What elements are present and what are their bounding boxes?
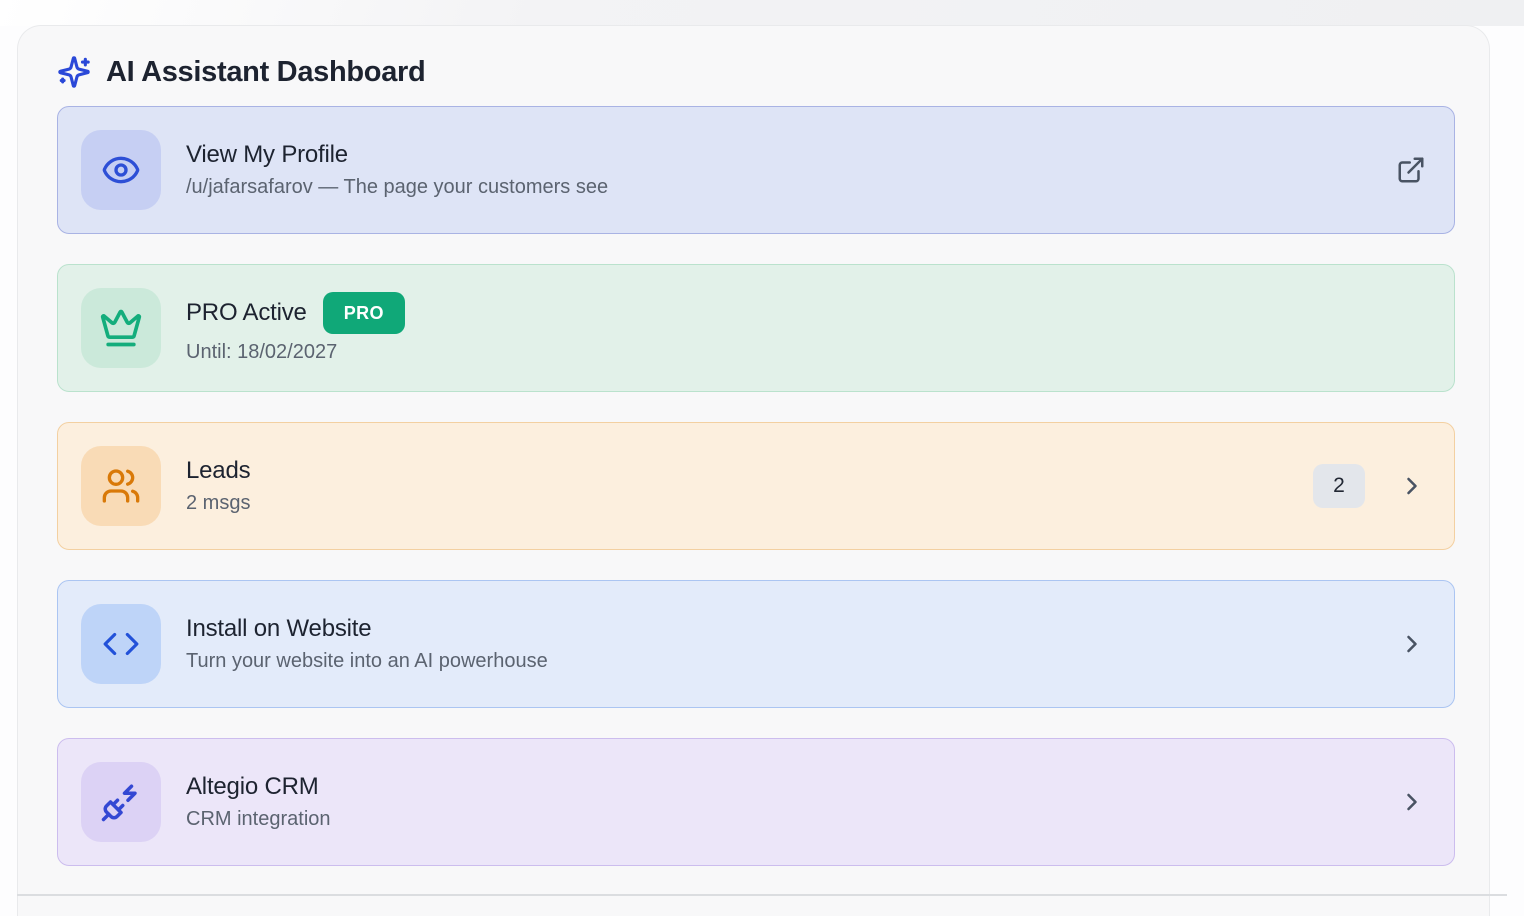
unread-count-badge: 2	[1313, 464, 1365, 508]
card-text-block: Install on Website Turn your website int…	[186, 615, 1398, 673]
card-trailing: 2	[1313, 464, 1426, 508]
chevron-right-icon	[1398, 630, 1426, 658]
sparkles-icon	[57, 55, 91, 89]
dashboard-panel: AI Assistant Dashboard View My Profile /…	[17, 25, 1490, 916]
card-title: View My Profile	[186, 141, 348, 168]
plug-zap-icon	[81, 762, 161, 842]
view-profile-card[interactable]: View My Profile /u/jafarsafarov — The pa…	[57, 106, 1455, 234]
pro-status-card[interactable]: PRO Active PRO Until: 18/02/2027	[57, 264, 1455, 392]
top-backdrop	[0, 0, 1524, 26]
card-subtitle: Until: 18/02/2027	[186, 341, 338, 363]
card-trailing	[1398, 630, 1426, 658]
card-text-block: PRO Active PRO Until: 18/02/2027	[186, 292, 1426, 364]
card-subtitle: CRM integration	[186, 808, 331, 830]
page-title: AI Assistant Dashboard	[106, 55, 426, 88]
card-subtitle: Turn your website into an AI powerhouse	[186, 650, 548, 672]
card-title: Leads	[186, 457, 251, 484]
card-trailing	[1396, 155, 1426, 185]
code-icon	[81, 604, 161, 684]
card-title: Altegio CRM	[186, 773, 319, 800]
card-trailing	[1398, 788, 1426, 816]
altegio-crm-card[interactable]: Altegio CRM CRM integration	[57, 738, 1455, 866]
eye-icon	[81, 130, 161, 210]
card-subtitle: 2 msgs	[186, 492, 251, 514]
card-title: PRO Active	[186, 299, 307, 326]
users-icon	[81, 446, 161, 526]
install-website-card[interactable]: Install on Website Turn your website int…	[57, 580, 1455, 708]
card-text-block: Leads 2 msgs	[186, 457, 1313, 515]
card-text-block: View My Profile /u/jafarsafarov — The pa…	[186, 141, 1396, 199]
chevron-right-icon	[1398, 788, 1426, 816]
card-title: Install on Website	[186, 615, 372, 642]
pro-badge: PRO	[322, 292, 405, 334]
external-link-icon	[1396, 155, 1426, 185]
dashboard-header: AI Assistant Dashboard	[57, 52, 1455, 92]
leads-card[interactable]: Leads 2 msgs 2	[57, 422, 1455, 550]
bottom-divider	[17, 894, 1507, 896]
chevron-right-icon	[1398, 472, 1426, 500]
card-text-block: Altegio CRM CRM integration	[186, 773, 1398, 831]
card-subtitle: /u/jafarsafarov — The page your customer…	[186, 176, 609, 198]
crown-icon	[81, 288, 161, 368]
